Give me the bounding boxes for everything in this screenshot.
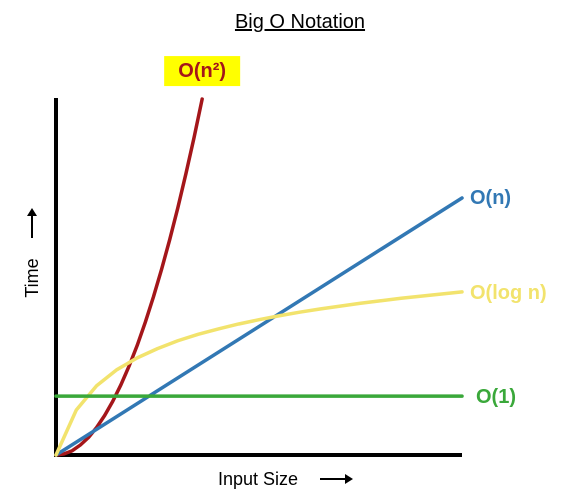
series-label-highlight-o-n xyxy=(164,56,241,87)
series-line-o-n xyxy=(54,196,464,457)
series-label-o-log-n: O(log n) xyxy=(470,282,547,304)
y-axis-arrow xyxy=(27,208,37,238)
series-label-o-n: O(n²) xyxy=(178,60,226,82)
x-axis-label: Input Size xyxy=(218,469,298,489)
y-axis-label: Time xyxy=(22,258,42,297)
chart-title: Big O Notation xyxy=(235,11,365,33)
series-label-o-1: O(1) xyxy=(476,386,516,408)
series-layer: O(n²) O(n) O(log n) O(1) xyxy=(54,56,547,457)
series-line-o-log-n xyxy=(54,290,464,457)
series-label-o-n: O(n) xyxy=(470,187,511,209)
x-axis-arrow xyxy=(320,474,353,484)
series-line-o-n xyxy=(54,97,204,457)
